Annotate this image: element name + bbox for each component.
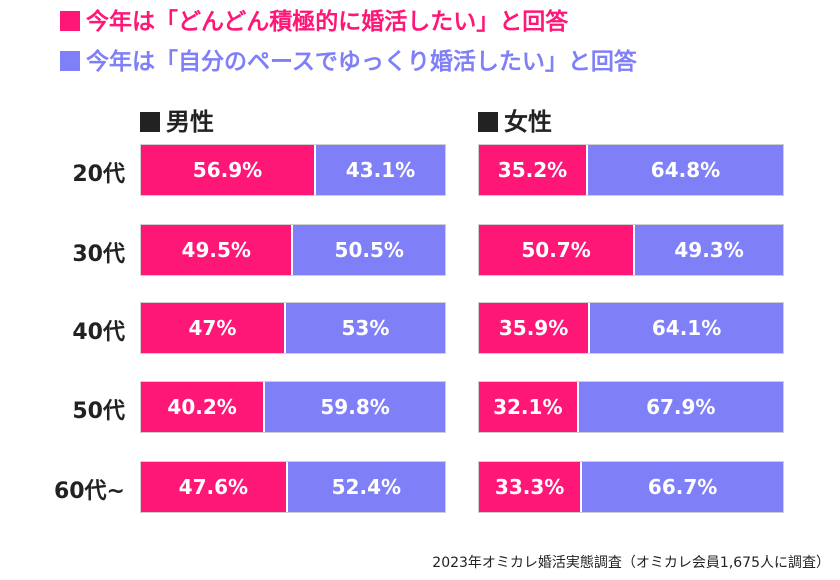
bar-segment-slow: 53% — [283, 303, 445, 353]
bar-segment-slow: 64.8% — [586, 145, 783, 195]
bar-male: 47.6% 52.4% — [140, 461, 446, 513]
bar-segment-active: 40.2% — [141, 382, 264, 432]
bar-segment-slow: 49.3% — [633, 225, 783, 275]
legend-item-slow: 今年は「自分のペースでゆっくり婚活したい」と回答 — [60, 48, 637, 76]
legend-label-active: 今年は「どんどん積極的に婚活したい」と回答 — [86, 9, 569, 35]
bar-segment-active: 49.5% — [141, 225, 292, 275]
bar-female: 35.2% 64.8% — [478, 144, 784, 196]
bar-segment-slow: 64.1% — [588, 303, 783, 353]
bar-segment-slow: 52.4% — [285, 462, 445, 512]
data-label: 35.2% — [497, 158, 568, 182]
data-label: 66.7% — [647, 475, 718, 499]
data-label: 43.1% — [345, 158, 416, 182]
data-label: 52.4% — [331, 475, 402, 499]
bar-male: 49.5% 50.5% — [140, 224, 446, 276]
data-label: 64.1% — [651, 316, 722, 340]
data-label: 50.7% — [521, 238, 591, 262]
bar-segment-slow: 50.5% — [291, 225, 445, 275]
bar-male: 56.9% 43.1% — [140, 144, 446, 196]
data-label: 32.1% — [493, 395, 563, 419]
data-label: 40.2% — [167, 395, 237, 419]
data-label: 35.9% — [498, 316, 569, 340]
data-label: 64.8% — [650, 158, 721, 182]
bar-segment-active: 32.1% — [479, 382, 577, 432]
bar-male: 40.2% 59.8% — [140, 381, 446, 433]
bar-segment-active: 50.7% — [479, 225, 634, 275]
data-label: 33.3% — [494, 475, 565, 499]
data-label: 49.5% — [181, 238, 251, 262]
category-label: 50代 — [72, 399, 125, 424]
bar-female: 32.1% 67.9% — [478, 381, 784, 433]
bar-segment-slow: 67.9% — [576, 382, 783, 432]
panel-title-female: 女性 — [478, 102, 552, 137]
legend-item-active: 今年は「どんどん積極的に婚活したい」と回答 — [60, 8, 568, 36]
bar-segment-slow: 66.7% — [580, 462, 783, 512]
category-label: 40代 — [72, 320, 125, 345]
bar-segment-slow: 59.8% — [263, 382, 445, 432]
data-label: 49.3% — [674, 238, 744, 262]
bar-female: 35.9% 64.1% — [478, 302, 784, 354]
bar-female: 33.3% 66.7% — [478, 461, 784, 513]
bar-segment-active: 35.9% — [479, 303, 589, 353]
data-label: 59.8% — [320, 395, 390, 419]
source-note: 2023年オミカレ婚活実態調査（オミカレ会員1,675人に調査） — [432, 555, 830, 571]
data-label: 56.9% — [192, 158, 263, 182]
data-label: 67.9% — [646, 395, 716, 419]
bar-segment-active: 35.2% — [479, 145, 586, 195]
bar-segment-active: 33.3% — [479, 462, 581, 512]
category-label: 60代~ — [53, 479, 125, 504]
bar-segment-active: 56.9% — [141, 145, 314, 195]
bar-male: 47% 53% — [140, 302, 446, 354]
bar-segment-active: 47% — [141, 303, 284, 353]
panel-title-male-text: 男性 — [166, 108, 214, 136]
bar-female: 50.7% 49.3% — [478, 224, 784, 276]
data-label: 47% — [188, 316, 237, 340]
legend-swatch-slow — [60, 51, 80, 71]
panel-title-male: 男性 — [140, 102, 214, 137]
bar-segment-slow: 43.1% — [313, 145, 445, 195]
category-label: 30代 — [72, 242, 125, 267]
bar-segment-active: 47.6% — [141, 462, 286, 512]
data-label: 50.5% — [334, 238, 404, 262]
panel-title-female-text: 女性 — [504, 108, 552, 136]
square-bullet-icon — [478, 112, 498, 132]
data-label: 47.6% — [178, 475, 249, 499]
square-bullet-icon — [140, 112, 160, 132]
category-label: 20代 — [72, 162, 125, 187]
legend-label-slow: 今年は「自分のペースでゆっくり婚活したい」と回答 — [86, 49, 637, 75]
legend-swatch-active — [60, 11, 80, 31]
data-label: 53% — [341, 316, 390, 340]
